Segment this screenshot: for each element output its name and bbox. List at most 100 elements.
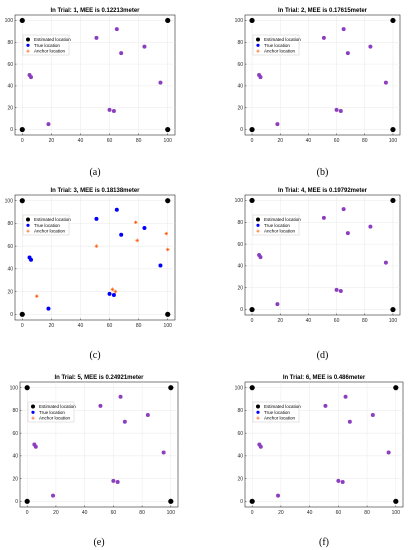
y-tick-label: 60 (7, 244, 13, 250)
legend-box (252, 214, 300, 236)
legend-box (27, 401, 75, 423)
y-tick-label: 100 (235, 198, 244, 204)
x-tick-label: 20 (49, 323, 55, 329)
estimated-point (24, 385, 30, 391)
true-point (343, 394, 348, 399)
y-tick-label: 0 (240, 499, 243, 505)
panel-caption: (b) (317, 167, 329, 178)
x-tick-label: 40 (307, 510, 313, 516)
estimated-legend-marker (256, 404, 260, 409)
legend-box (252, 34, 300, 56)
anchor-legend-label: Anchor location (39, 416, 71, 421)
y-tick-label: 40 (12, 454, 18, 460)
estimated-legend-marker (26, 217, 30, 222)
true-point (107, 107, 112, 112)
true-legend-label: True location (34, 43, 60, 48)
y-tick-label: 20 (7, 289, 13, 295)
x-tick-label: 40 (306, 318, 312, 324)
x-tick-label: 60 (336, 510, 342, 516)
true-point (323, 403, 328, 408)
y-tick-label: 0 (10, 127, 13, 133)
x-tick-label: 0 (26, 510, 29, 516)
panel-caption: (d) (317, 350, 329, 361)
true-point (98, 403, 103, 408)
estimated-point (393, 385, 399, 391)
y-tick-label: 0 (240, 307, 243, 313)
estimated-point (390, 306, 396, 313)
true-point (114, 27, 119, 32)
estimated-point (165, 311, 171, 317)
anchor-legend-label: Anchor location (264, 229, 296, 234)
y-tick-label: 20 (237, 105, 243, 111)
estimated-point (249, 17, 255, 24)
anchor-point (113, 289, 118, 294)
panel-caption: (e) (93, 537, 104, 548)
true-point (111, 109, 116, 113)
y-tick-label: 80 (7, 221, 13, 227)
x-tick-label: 0 (21, 138, 24, 144)
plot-area (244, 381, 404, 508)
anchor-legend-marker (26, 229, 30, 233)
estimated-point (24, 498, 30, 504)
true-point (94, 35, 99, 40)
y-tick-label: 20 (237, 285, 243, 291)
anchor-point (164, 231, 169, 236)
legend-box (22, 34, 70, 56)
x-tick-label: 60 (334, 138, 340, 144)
estimated-point (249, 306, 255, 313)
true-point (258, 255, 263, 260)
plot-area (14, 194, 176, 321)
true-point (275, 122, 280, 127)
true-legend-label: True location (264, 43, 290, 48)
estimated-legend-marker (256, 217, 260, 222)
estimated-legend-label: Estimated location (34, 37, 71, 42)
x-tick-label: 20 (277, 138, 283, 144)
chart-title: In Trial: 6, MEE is 0.486meter (283, 375, 366, 381)
true-point (107, 291, 112, 296)
true-point (368, 224, 373, 229)
estimated-point (393, 498, 399, 504)
x-tick-label: 0 (21, 323, 24, 329)
true-point (118, 394, 123, 399)
estimated-point (390, 17, 396, 24)
anchor-legend-label: Anchor location (34, 229, 66, 234)
y-tick-label: 100 (10, 385, 19, 391)
y-tick-label: 60 (237, 62, 243, 68)
estimated-legend-marker (26, 37, 30, 42)
chart-panel: In Trial: 5, MEE is 0.24921meter 0 20 40 60 8… (10, 375, 179, 548)
true-point (334, 107, 339, 112)
y-tick-label: 40 (237, 454, 243, 460)
true-point (321, 35, 326, 40)
x-tick-label: 80 (136, 138, 142, 144)
x-tick-label: 60 (111, 510, 117, 516)
true-point (33, 444, 38, 449)
y-tick-label: 0 (15, 499, 18, 505)
true-legend-marker (31, 410, 35, 414)
panel-caption: (f) (319, 537, 329, 548)
plot-area (14, 14, 176, 136)
estimated-point (249, 197, 255, 204)
chart-panel: In Trial: 2, MEE is 0.17615meter 0 20 40 60 8… (235, 8, 401, 178)
anchor-legend-marker (26, 49, 30, 53)
true-point (276, 493, 281, 498)
true-point (345, 231, 350, 236)
estimated-point (249, 126, 255, 133)
x-tick-label: 80 (136, 323, 142, 329)
true-point (258, 75, 263, 80)
true-point (114, 207, 119, 212)
anchor-legend-label: Anchor location (264, 416, 296, 421)
chart-title: In Trial: 3, MEE is 0.18138meter (50, 188, 140, 194)
estimated-point (249, 385, 255, 391)
true-point (119, 232, 124, 237)
true-point (119, 51, 124, 56)
anchor-legend-label: Anchor location (34, 49, 66, 54)
estimated-point (390, 197, 396, 204)
legend-box (252, 401, 300, 423)
y-tick-label: 60 (12, 431, 18, 437)
chart-panel: In Trial: 1, MEE is 0.12213meter 0 20 40 60 8… (5, 8, 176, 178)
true-legend-label: True location (264, 410, 290, 415)
true-legend-label: True location (264, 223, 290, 228)
true-point (321, 215, 326, 220)
